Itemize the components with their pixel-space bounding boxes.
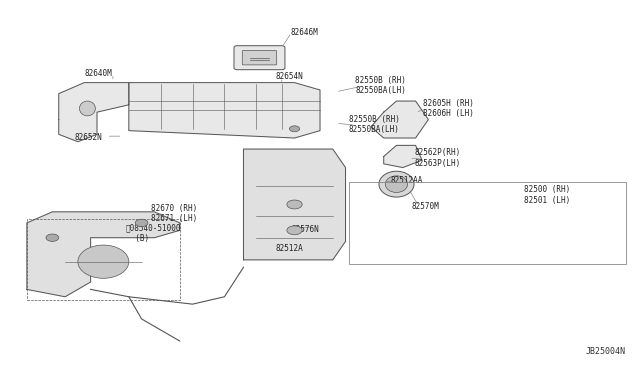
Text: 82640M: 82640M bbox=[84, 68, 112, 77]
Text: 82550B (RH)
82550BA(LH): 82550B (RH) 82550BA(LH) bbox=[355, 76, 406, 95]
Text: 82550B (RH)
82550BA(LH): 82550B (RH) 82550BA(LH) bbox=[349, 115, 399, 134]
Text: 82654N: 82654N bbox=[275, 72, 303, 81]
Ellipse shape bbox=[79, 101, 95, 116]
Text: ⑤08540-51000
  (B): ⑤08540-51000 (B) bbox=[125, 223, 181, 243]
FancyBboxPatch shape bbox=[243, 51, 276, 65]
Text: 82570M: 82570M bbox=[411, 202, 439, 211]
Text: 82500 (RH)
82501 (LH): 82500 (RH) 82501 (LH) bbox=[524, 185, 570, 205]
Polygon shape bbox=[371, 101, 428, 138]
Text: 82512A: 82512A bbox=[275, 244, 303, 253]
Circle shape bbox=[289, 126, 300, 132]
Ellipse shape bbox=[78, 245, 129, 278]
Circle shape bbox=[287, 200, 302, 209]
Polygon shape bbox=[27, 212, 180, 297]
Text: 82512AA: 82512AA bbox=[390, 176, 422, 185]
Ellipse shape bbox=[385, 176, 408, 192]
Text: 82562P(RH)
82563P(LH): 82562P(RH) 82563P(LH) bbox=[414, 148, 461, 168]
FancyBboxPatch shape bbox=[234, 46, 285, 70]
Bar bbox=[27, 219, 180, 301]
Polygon shape bbox=[59, 83, 129, 142]
Circle shape bbox=[287, 226, 302, 235]
Bar bbox=[349, 182, 626, 263]
Text: 82576N: 82576N bbox=[291, 225, 319, 234]
Circle shape bbox=[135, 219, 148, 227]
Polygon shape bbox=[384, 145, 422, 167]
Ellipse shape bbox=[379, 171, 414, 197]
Circle shape bbox=[46, 234, 59, 241]
Polygon shape bbox=[244, 149, 346, 260]
Text: 82605H (RH)
82606H (LH): 82605H (RH) 82606H (LH) bbox=[423, 99, 474, 118]
Text: JB25004N: JB25004N bbox=[586, 347, 626, 356]
Text: 82670 (RH)
82671 (LH): 82670 (RH) 82671 (LH) bbox=[151, 203, 197, 223]
Polygon shape bbox=[129, 83, 320, 138]
Text: 82646M: 82646M bbox=[290, 28, 318, 37]
Text: 82652N: 82652N bbox=[75, 133, 102, 142]
